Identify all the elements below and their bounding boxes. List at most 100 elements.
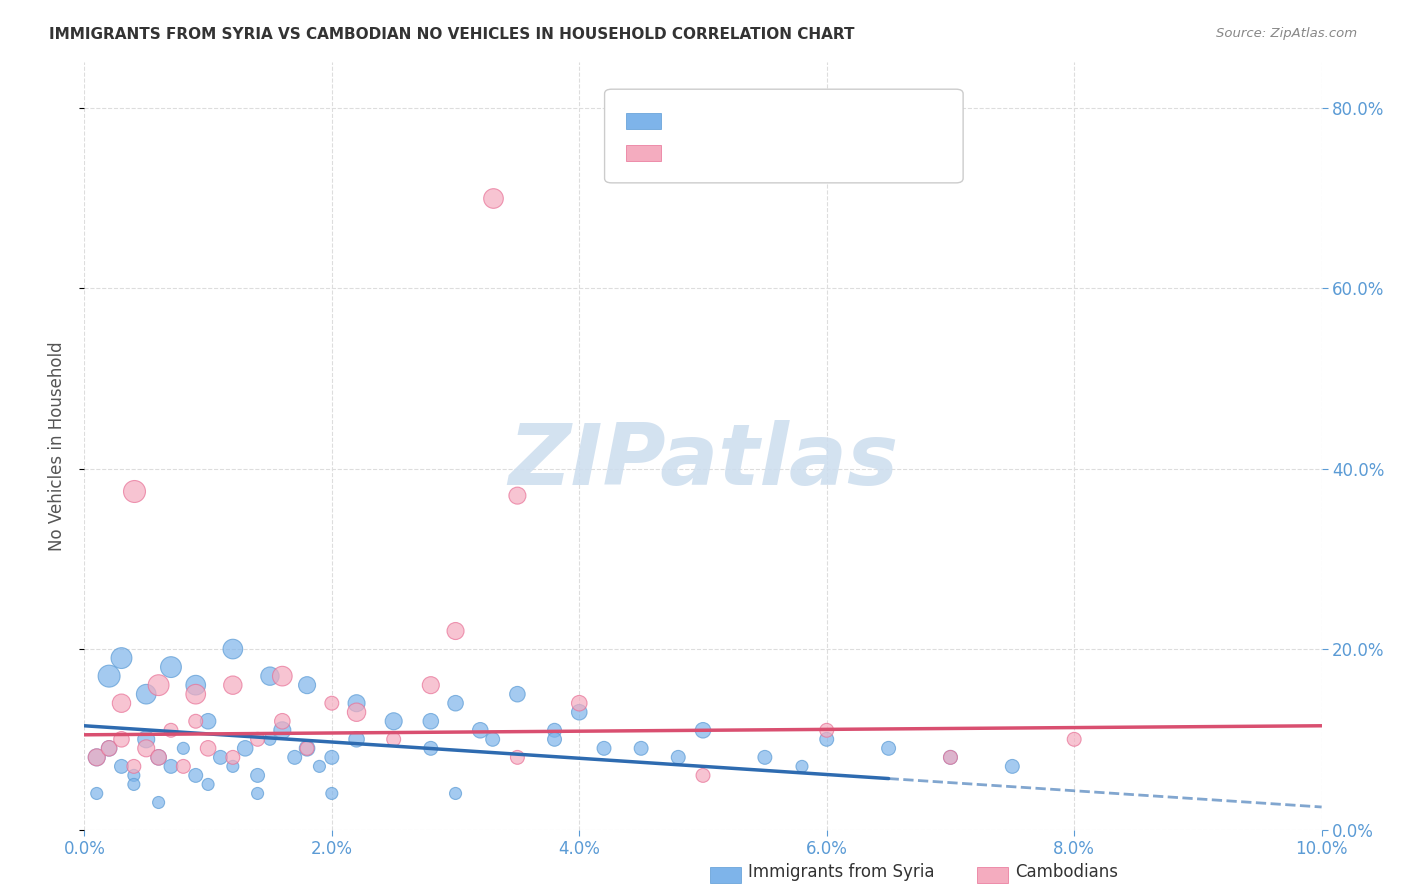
Point bbox=[346, 696, 368, 710]
Point bbox=[295, 678, 318, 692]
Point bbox=[148, 750, 170, 764]
Point bbox=[692, 768, 714, 782]
Text: ZIPatlas: ZIPatlas bbox=[508, 420, 898, 503]
Point bbox=[209, 750, 232, 764]
Point bbox=[790, 759, 813, 773]
Point bbox=[246, 768, 269, 782]
Point bbox=[184, 768, 207, 782]
Point bbox=[148, 678, 170, 692]
Point bbox=[543, 732, 565, 747]
Point bbox=[295, 741, 318, 756]
Text: N =: N = bbox=[780, 141, 841, 159]
Point bbox=[98, 741, 121, 756]
Point bbox=[419, 741, 441, 756]
Point bbox=[444, 787, 467, 801]
Point bbox=[86, 750, 108, 764]
Point bbox=[382, 732, 405, 747]
Text: -0.311: -0.311 bbox=[707, 110, 768, 128]
Point bbox=[110, 759, 132, 773]
Text: Cambodians: Cambodians bbox=[1015, 863, 1118, 881]
Point bbox=[284, 750, 307, 764]
Point bbox=[197, 777, 219, 791]
Text: Immigrants from Syria: Immigrants from Syria bbox=[748, 863, 935, 881]
Point bbox=[346, 732, 368, 747]
Point bbox=[419, 678, 441, 692]
Point bbox=[246, 787, 269, 801]
Point bbox=[543, 723, 565, 738]
Point bbox=[160, 660, 183, 674]
Point bbox=[506, 687, 529, 701]
Point bbox=[444, 624, 467, 638]
Point bbox=[593, 741, 616, 756]
Point bbox=[222, 642, 245, 657]
Text: N =: N = bbox=[780, 110, 841, 128]
Point bbox=[86, 787, 108, 801]
Point bbox=[815, 732, 838, 747]
Text: 57: 57 bbox=[841, 110, 860, 128]
Point bbox=[692, 723, 714, 738]
Point bbox=[568, 705, 591, 719]
Point bbox=[506, 489, 529, 503]
Point bbox=[135, 741, 157, 756]
Point bbox=[222, 759, 245, 773]
Point bbox=[110, 732, 132, 747]
Point bbox=[110, 651, 132, 665]
Text: IMMIGRANTS FROM SYRIA VS CAMBODIAN NO VEHICLES IN HOUSEHOLD CORRELATION CHART: IMMIGRANTS FROM SYRIA VS CAMBODIAN NO VE… bbox=[49, 27, 855, 42]
Point bbox=[122, 484, 145, 499]
Y-axis label: No Vehicles in Household: No Vehicles in Household bbox=[48, 341, 66, 551]
Point bbox=[321, 696, 343, 710]
Point bbox=[184, 714, 207, 729]
Point bbox=[222, 750, 245, 764]
Point bbox=[419, 714, 441, 729]
Point bbox=[259, 669, 281, 683]
Point bbox=[481, 191, 503, 205]
Point bbox=[630, 741, 652, 756]
Text: R =: R = bbox=[675, 110, 714, 128]
Point bbox=[259, 732, 281, 747]
Point bbox=[321, 787, 343, 801]
Point bbox=[135, 687, 157, 701]
Point bbox=[308, 759, 330, 773]
Point bbox=[271, 714, 294, 729]
Point bbox=[184, 678, 207, 692]
Point bbox=[122, 768, 145, 782]
Text: Source: ZipAtlas.com: Source: ZipAtlas.com bbox=[1216, 27, 1357, 40]
Point bbox=[160, 723, 183, 738]
Point bbox=[222, 678, 245, 692]
Text: 31: 31 bbox=[841, 141, 860, 159]
Point bbox=[1001, 759, 1024, 773]
Point bbox=[110, 696, 132, 710]
Point bbox=[86, 750, 108, 764]
Point bbox=[197, 714, 219, 729]
Point bbox=[160, 759, 183, 773]
Point bbox=[122, 777, 145, 791]
Point bbox=[135, 732, 157, 747]
Point bbox=[98, 669, 121, 683]
Point bbox=[197, 741, 219, 756]
Point bbox=[939, 750, 962, 764]
Point bbox=[321, 750, 343, 764]
Point bbox=[98, 741, 121, 756]
Point bbox=[271, 723, 294, 738]
Point bbox=[754, 750, 776, 764]
Point bbox=[666, 750, 689, 764]
Point bbox=[481, 732, 503, 747]
Point bbox=[172, 741, 194, 756]
Point bbox=[939, 750, 962, 764]
Point bbox=[877, 741, 900, 756]
Text: 0.018: 0.018 bbox=[707, 141, 758, 159]
Point bbox=[470, 723, 492, 738]
Point bbox=[346, 705, 368, 719]
Point bbox=[295, 741, 318, 756]
Point bbox=[506, 750, 529, 764]
Point bbox=[246, 732, 269, 747]
Point bbox=[148, 750, 170, 764]
Point bbox=[271, 669, 294, 683]
Point bbox=[148, 796, 170, 810]
Point bbox=[172, 759, 194, 773]
Text: R =: R = bbox=[675, 141, 714, 159]
Point bbox=[568, 696, 591, 710]
Point bbox=[122, 759, 145, 773]
Point bbox=[444, 696, 467, 710]
Point bbox=[1063, 732, 1085, 747]
